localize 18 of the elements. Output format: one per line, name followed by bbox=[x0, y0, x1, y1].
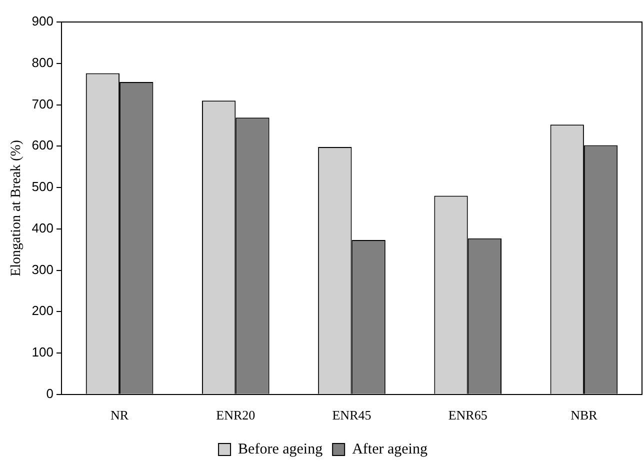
x-tick-label: NR bbox=[110, 408, 129, 423]
y-tick-label: 400 bbox=[32, 220, 54, 236]
x-tick-label: ENR45 bbox=[332, 408, 372, 423]
y-tick-label: 500 bbox=[32, 179, 54, 194]
x-tick-label: ENR65 bbox=[448, 408, 488, 423]
y-tick-label: 300 bbox=[32, 262, 54, 277]
legend-label: After ageing bbox=[352, 441, 428, 458]
y-tick-label: 200 bbox=[32, 303, 54, 318]
y-tick-label: 700 bbox=[32, 96, 54, 112]
x-tick-label: NBR bbox=[570, 408, 598, 423]
y-tick-label: 0 bbox=[46, 386, 54, 401]
y-tick-label: 600 bbox=[32, 138, 54, 153]
y-tick-label: 900 bbox=[32, 14, 54, 29]
y-axis-title: Elongation at Break (%) bbox=[9, 140, 24, 276]
y-tick-label: 800 bbox=[32, 54, 54, 70]
legend-label: Before ageing bbox=[238, 441, 324, 458]
x-tick-label: ENR20 bbox=[216, 408, 256, 423]
y-tick-label: 100 bbox=[32, 344, 54, 360]
